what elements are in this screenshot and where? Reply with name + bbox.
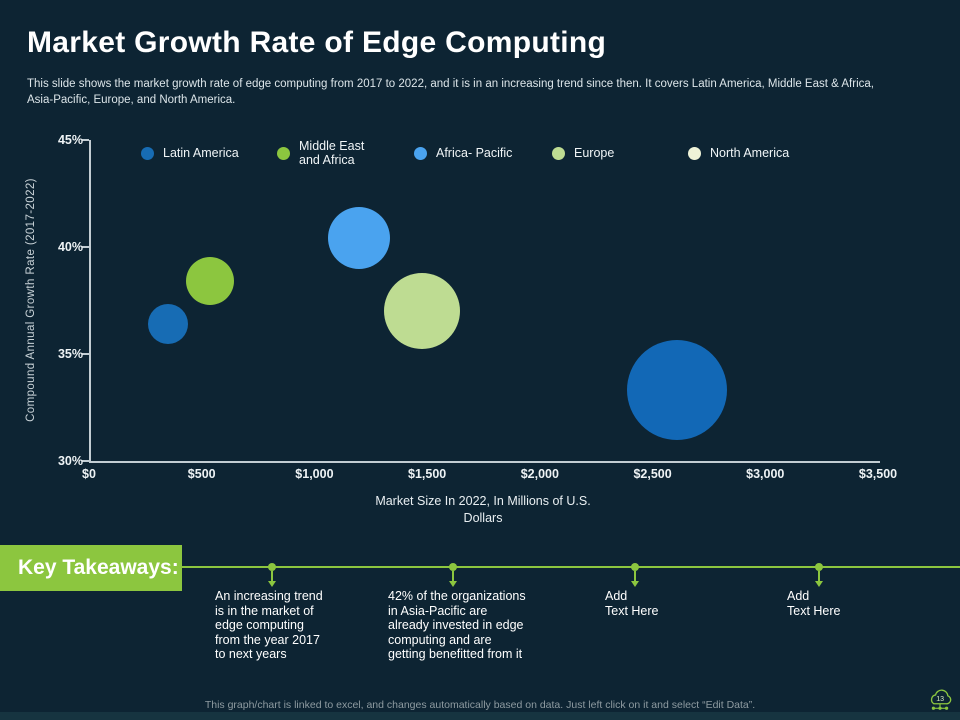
timeline-arrow-line [452, 571, 454, 581]
x-axis-title: Market Size In 2022, In Millions of U.S.… [375, 494, 591, 525]
legend-label: Europe [574, 146, 615, 160]
y-tick-mark [82, 353, 89, 355]
timeline-line [182, 566, 960, 568]
legend-item-africa-pacific[interactable]: Africa- Pacific [414, 137, 512, 169]
page-title: Market Growth Rate of Edge Computing [27, 26, 607, 59]
timeline-arrow-line [271, 571, 273, 581]
y-tick-mark [82, 139, 89, 141]
footer-note: This graph/chart is linked to excel, and… [204, 699, 756, 711]
legend-label: Africa- Pacific [436, 146, 513, 160]
x-tick-label: $3,500 [858, 467, 898, 481]
y-tick-label: 40% [57, 240, 83, 254]
y-tick-mark [82, 460, 89, 462]
key-takeaways-heading: Key Takeaways: [18, 556, 179, 579]
x-tick-label: $1,000 [295, 467, 334, 481]
x-tick-label: $0 [82, 467, 96, 481]
legend-item-latin-america[interactable]: Latin America [141, 137, 239, 169]
cloud-network-icon: 13 [930, 689, 952, 710]
legend-dot-icon [277, 146, 290, 160]
takeaway-text-4[interactable]: Add Text Here [787, 589, 841, 618]
bubble-middle-east-and-africa[interactable] [186, 257, 235, 306]
y-tick-mark [82, 246, 89, 248]
timeline-dot [268, 563, 276, 571]
timeline-dot [449, 563, 457, 571]
bubble-latin-america[interactable] [147, 304, 188, 345]
timeline-dot [631, 563, 639, 571]
legend-label: Latin America [163, 146, 239, 160]
takeaway-text-1: An increasing trend is in the market of … [215, 589, 323, 661]
arrow-down-icon [631, 581, 639, 587]
chart-plot[interactable] [89, 140, 880, 463]
timeline-dot [815, 563, 823, 571]
x-tick-label: $500 [187, 467, 216, 481]
arrow-down-icon [449, 581, 457, 587]
y-tick-label: 30% [57, 454, 83, 468]
page-number: 13 [936, 696, 944, 703]
legend-dot-icon [141, 146, 154, 160]
legend-label: North America [710, 146, 790, 160]
y-axis-title: Compound Annual Growth Rate (2017-2022) [25, 178, 37, 422]
bubble-north-america[interactable] [627, 340, 728, 441]
legend-label: Middle East and Africa [299, 139, 365, 167]
bubble-africa-pacific[interactable] [328, 207, 391, 270]
slide-subtitle: This slide shows the market growth rate … [27, 78, 874, 106]
legend-item-north-america[interactable]: North America [688, 137, 789, 169]
x-tick-label: $3,000 [746, 467, 785, 481]
timeline-arrow-line [818, 571, 820, 581]
y-tick-label: 35% [57, 347, 83, 361]
bubble-europe[interactable] [384, 273, 461, 350]
arrow-down-icon [815, 581, 823, 587]
timeline-arrow-line [634, 571, 636, 581]
key-takeaways-box: Key Takeaways: [0, 545, 182, 591]
x-tick-label: $2,000 [520, 467, 559, 481]
legend-dot-icon [414, 146, 427, 160]
bottom-strip [0, 712, 960, 720]
takeaway-text-3[interactable]: Add Text Here [605, 589, 659, 618]
legend-dot-icon [552, 146, 565, 160]
legend-dot-icon [688, 146, 701, 160]
y-tick-label: 45% [57, 133, 83, 147]
legend-item-middle-east-and-africa[interactable]: Middle East and Africa [277, 137, 364, 169]
arrow-down-icon [268, 581, 276, 587]
takeaway-text-2: 42% of the organizations in Asia-Pacific… [388, 589, 526, 661]
x-tick-label: $2,500 [633, 467, 672, 481]
legend-item-europe[interactable]: Europe [552, 137, 614, 169]
x-tick-label: $1,500 [408, 467, 447, 481]
